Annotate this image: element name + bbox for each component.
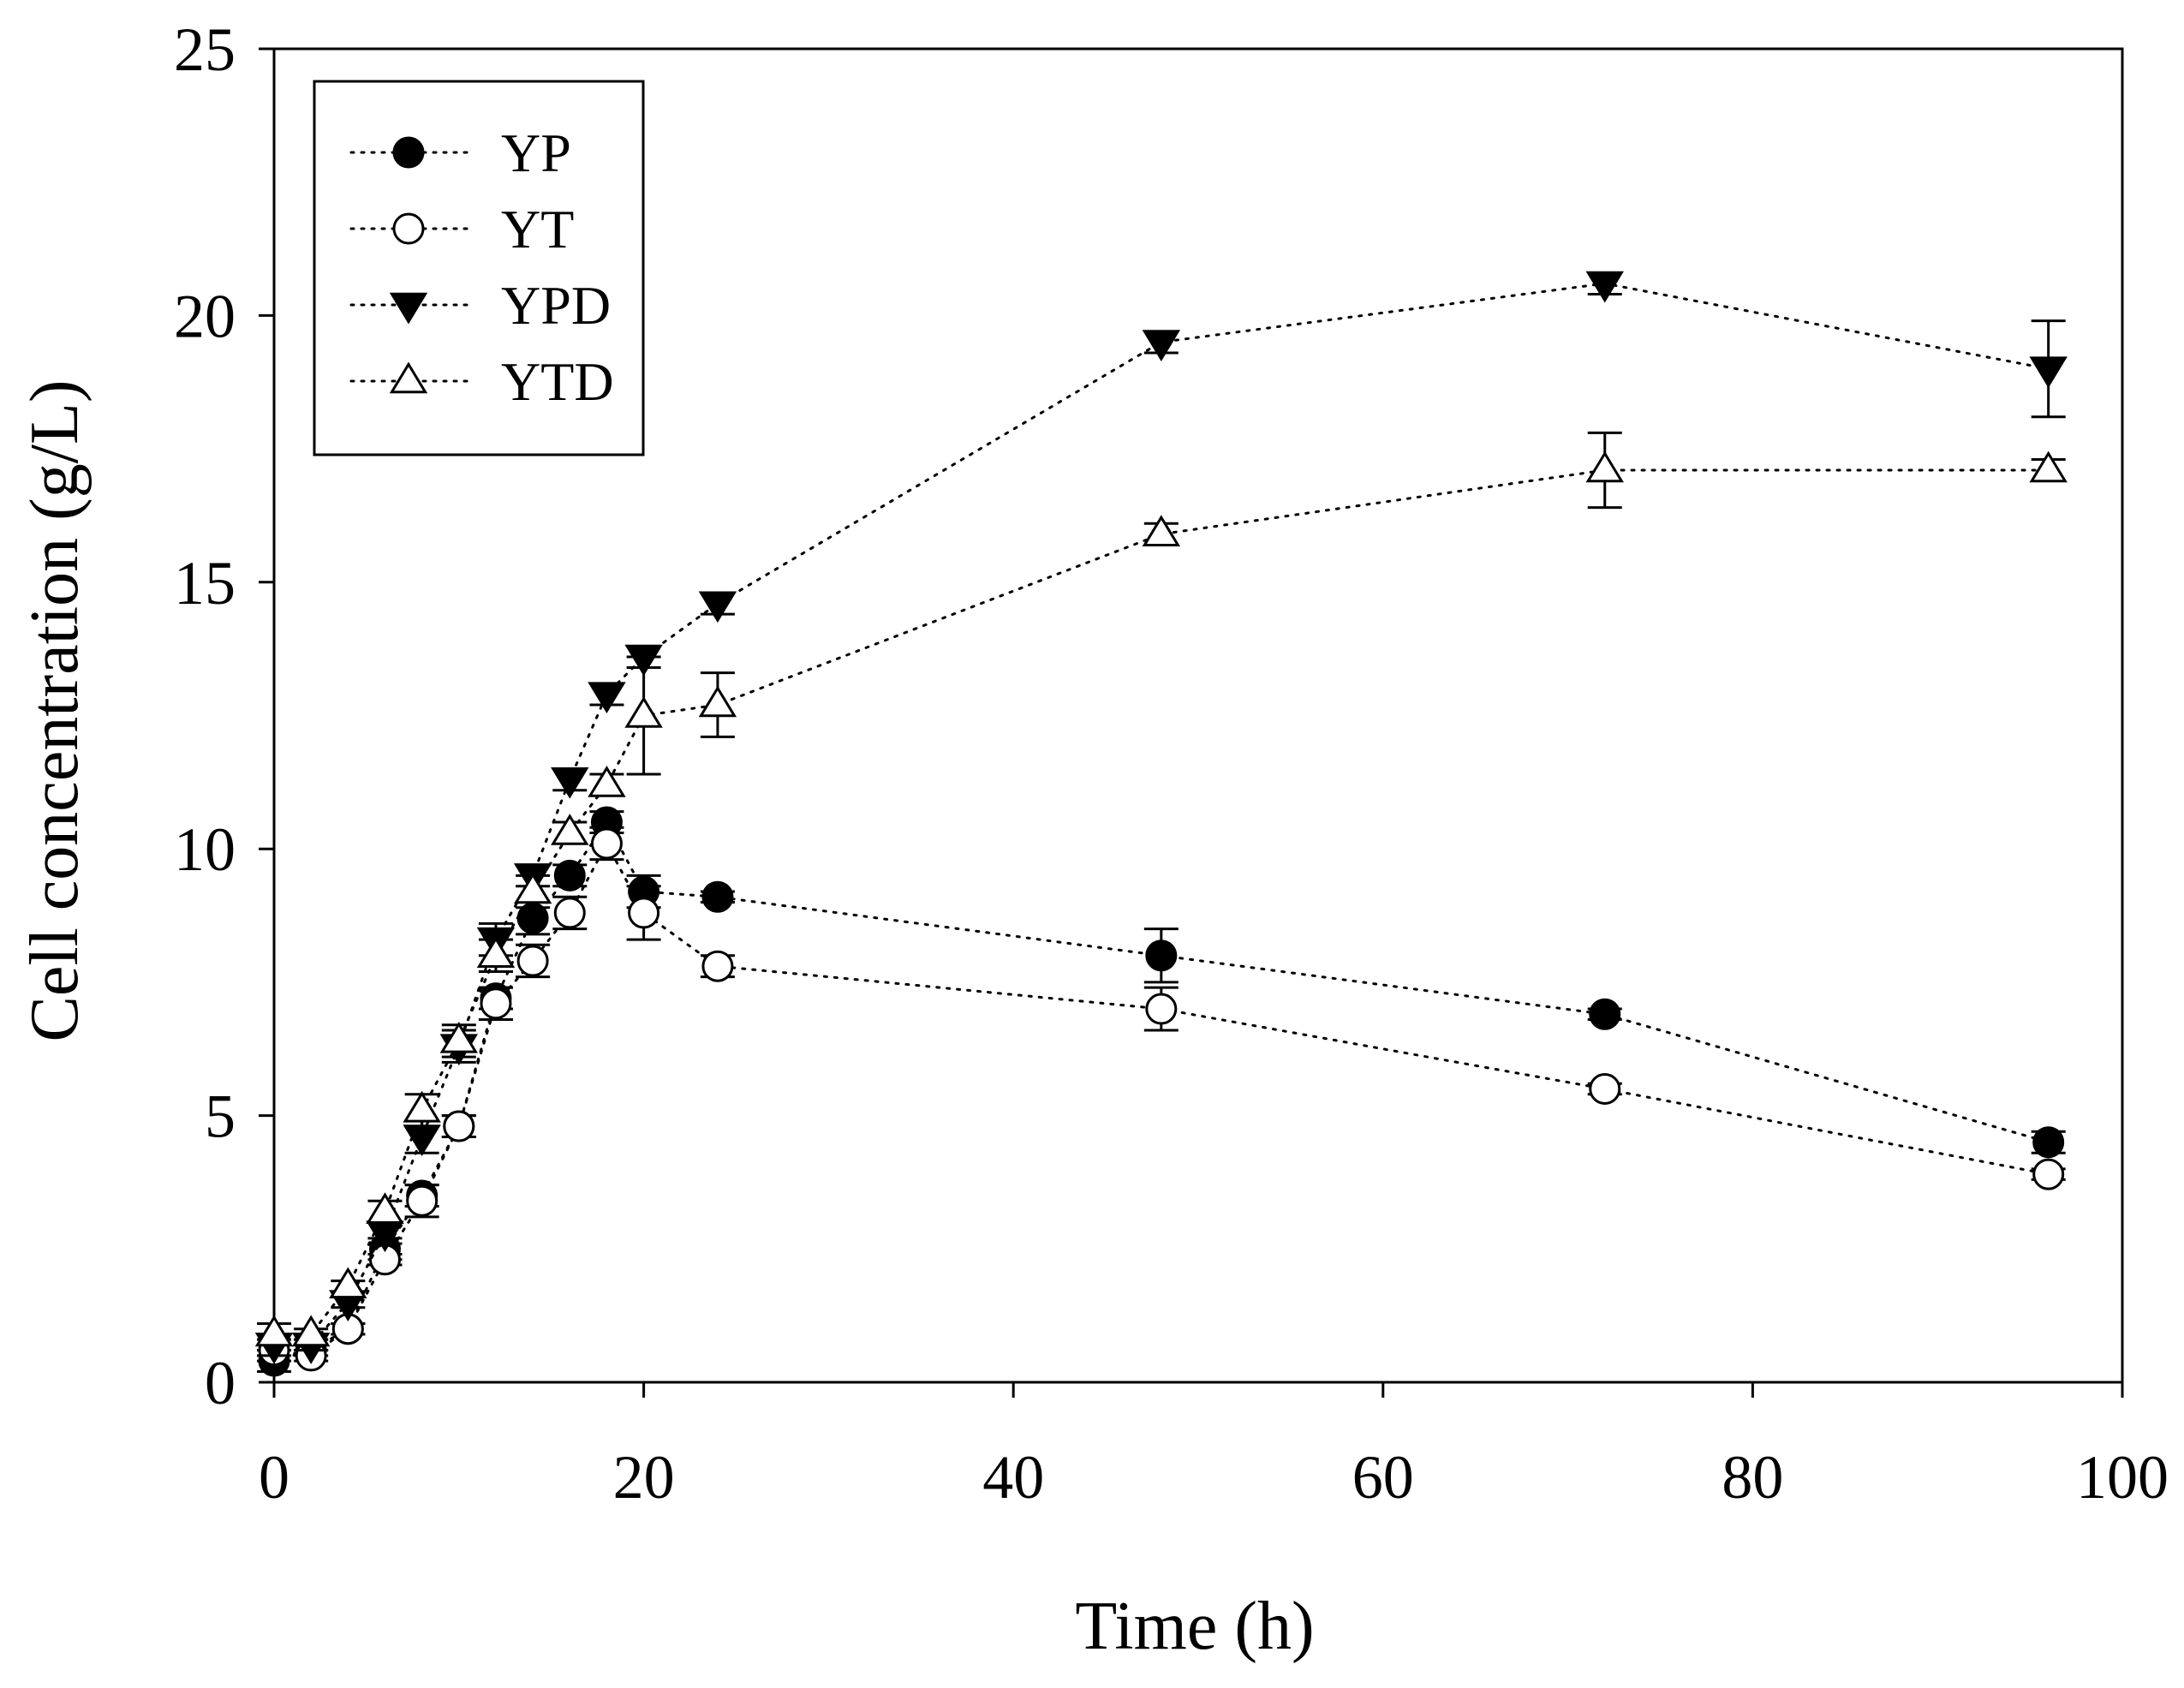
data-point — [1589, 1072, 1621, 1105]
data-point — [406, 1184, 439, 1217]
data-point — [624, 696, 663, 728]
y-tick-label: 10 — [174, 815, 236, 884]
legend-marker — [392, 212, 425, 245]
data-point — [590, 827, 623, 860]
y-tick-label: 15 — [174, 549, 236, 617]
y-tick-label: 0 — [205, 1349, 236, 1417]
x-tick-label: 20 — [613, 1443, 675, 1512]
data-point — [2029, 356, 2068, 389]
data-point — [2029, 450, 2068, 483]
data-point — [476, 936, 516, 969]
data-point — [513, 872, 552, 904]
data-point — [254, 1315, 294, 1347]
x-tick-label: 80 — [1722, 1443, 1783, 1512]
series-line-ypd — [272, 282, 2050, 1346]
data-point — [1145, 939, 1178, 972]
data-point — [439, 1021, 479, 1053]
x-tick-label: 40 — [982, 1443, 1044, 1512]
data-point — [2032, 1126, 2065, 1159]
data-point — [701, 950, 734, 982]
legend-item-ytd: YTD — [349, 351, 614, 412]
plot-frame — [272, 47, 2124, 1384]
data-point — [698, 685, 737, 718]
data-point — [366, 1192, 404, 1224]
legend-item-yp: YP — [349, 122, 571, 183]
legend: YP YT YPD YTD — [313, 80, 645, 456]
y-axis-title: Cell concentration (g/L) — [17, 379, 92, 1041]
y-tick-label: 20 — [174, 282, 236, 350]
data-point — [403, 1090, 441, 1123]
data-point — [701, 880, 734, 913]
x-tick-label: 60 — [1352, 1443, 1414, 1512]
data-point — [443, 1110, 475, 1142]
data-point — [480, 987, 512, 1020]
data-point — [516, 945, 549, 977]
legend-marker — [389, 361, 428, 394]
data-point — [1585, 450, 1624, 483]
data-point — [553, 897, 586, 929]
series-layer — [254, 271, 2068, 1377]
legend-label: YTD — [501, 351, 614, 412]
data-point — [1585, 271, 1624, 303]
axes: 0 20 40 60 80 100 0 5 10 15 20 25 — [174, 15, 2169, 1512]
data-point — [291, 1315, 331, 1347]
data-point — [2032, 1158, 2065, 1190]
x-tick-label: 0 — [259, 1443, 289, 1512]
y-tick-label: 5 — [205, 1083, 236, 1151]
legend-label: YT — [501, 199, 574, 259]
data-point — [1589, 998, 1621, 1030]
data-point — [1142, 330, 1181, 361]
x-tick-label: 100 — [2076, 1443, 2169, 1512]
data-point — [329, 1267, 367, 1299]
data-point — [553, 859, 586, 892]
legend-marker — [392, 136, 425, 169]
data-point — [628, 897, 660, 929]
legend-box — [313, 80, 645, 456]
legend-item-ypd: YPD — [349, 275, 611, 336]
data-point — [1145, 993, 1178, 1025]
legend-item-yt: YT — [349, 199, 574, 259]
data-point — [588, 766, 626, 797]
y-tick-label: 25 — [174, 15, 236, 84]
data-point — [551, 766, 589, 799]
data-point — [1142, 515, 1181, 546]
legend-marker — [389, 292, 428, 325]
data-point — [551, 814, 589, 845]
legend-label: YP — [501, 122, 571, 183]
x-axis-title: Time (h) — [1075, 1589, 1314, 1664]
data-point — [698, 591, 737, 623]
legend-label: YPD — [501, 275, 611, 336]
data-point — [588, 682, 626, 714]
series-ytd — [254, 431, 2068, 1347]
